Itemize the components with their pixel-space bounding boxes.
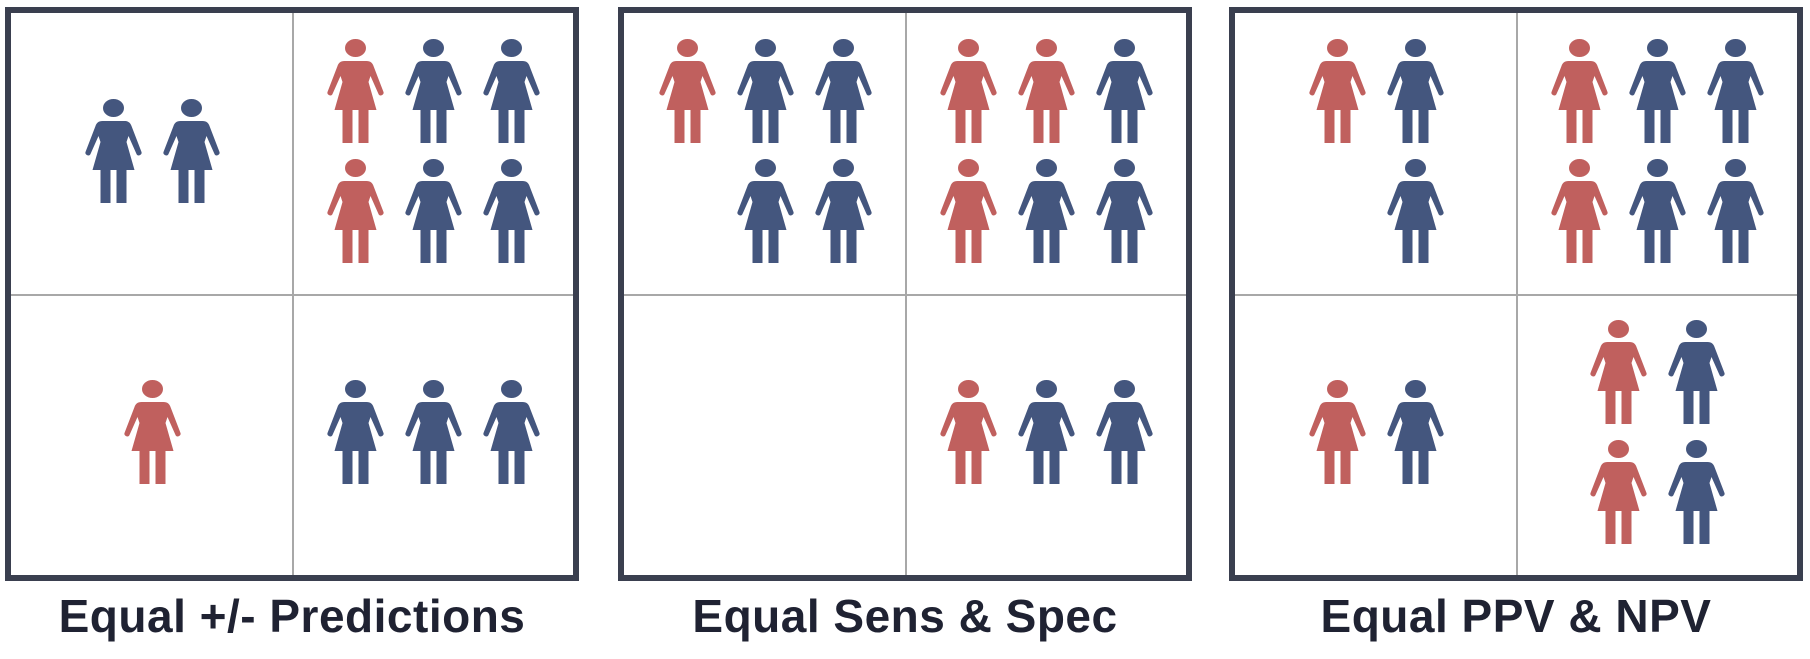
person-icon-blue	[483, 380, 539, 484]
person-icon-red	[327, 159, 383, 263]
panel-equal-ppv-npv	[1229, 7, 1803, 581]
person-icon-blue	[1707, 39, 1763, 143]
person-icon-red	[940, 159, 996, 263]
person-icon-blue	[405, 39, 461, 143]
person-icon-blue	[1018, 380, 1074, 484]
person-icon-red	[1309, 39, 1365, 143]
person-icon-red	[1590, 440, 1646, 544]
person-icon-red	[1309, 380, 1365, 484]
person-icon-blue	[737, 39, 793, 143]
person-icon-red	[659, 39, 715, 143]
people-layer	[11, 13, 573, 575]
person-icon-red	[1551, 39, 1607, 143]
person-icon-blue	[1387, 159, 1443, 263]
people-layer	[1235, 13, 1797, 575]
person-icon-blue	[85, 99, 141, 203]
person-icon-red	[940, 380, 996, 484]
person-icon-blue	[405, 380, 461, 484]
caption-equal-predictions: Equal +/- Predictions	[2, 589, 582, 643]
person-icon-blue	[1387, 380, 1443, 484]
person-icon-blue	[327, 380, 383, 484]
person-icon-blue	[1707, 159, 1763, 263]
panel-equal-predictions	[5, 7, 579, 581]
person-icon-blue	[405, 159, 461, 263]
person-icon-blue	[737, 159, 793, 263]
person-icon-blue	[815, 159, 871, 263]
person-icon-blue	[483, 39, 539, 143]
person-icon-blue	[1629, 159, 1685, 263]
person-icon-red	[940, 39, 996, 143]
caption-equal-ppv-npv: Equal PPV & NPV	[1226, 589, 1806, 643]
person-icon-red	[1018, 39, 1074, 143]
person-icon-blue	[815, 39, 871, 143]
person-icon-blue	[1668, 320, 1724, 424]
person-icon-blue	[1096, 380, 1152, 484]
person-icon-red	[1590, 320, 1646, 424]
person-icon-blue	[163, 99, 219, 203]
panel-equal-sens-spec	[618, 7, 1192, 581]
person-icon-red	[124, 380, 180, 484]
person-icon-red	[327, 39, 383, 143]
person-icon-red	[1551, 159, 1607, 263]
person-icon-blue	[1668, 440, 1724, 544]
caption-equal-sens-spec: Equal Sens & Spec	[615, 589, 1195, 643]
person-icon-blue	[1387, 39, 1443, 143]
people-layer	[624, 13, 1186, 575]
person-icon-blue	[483, 159, 539, 263]
person-icon-blue	[1629, 39, 1685, 143]
person-icon-blue	[1096, 159, 1152, 263]
person-icon-blue	[1096, 39, 1152, 143]
person-icon-blue	[1018, 159, 1074, 263]
